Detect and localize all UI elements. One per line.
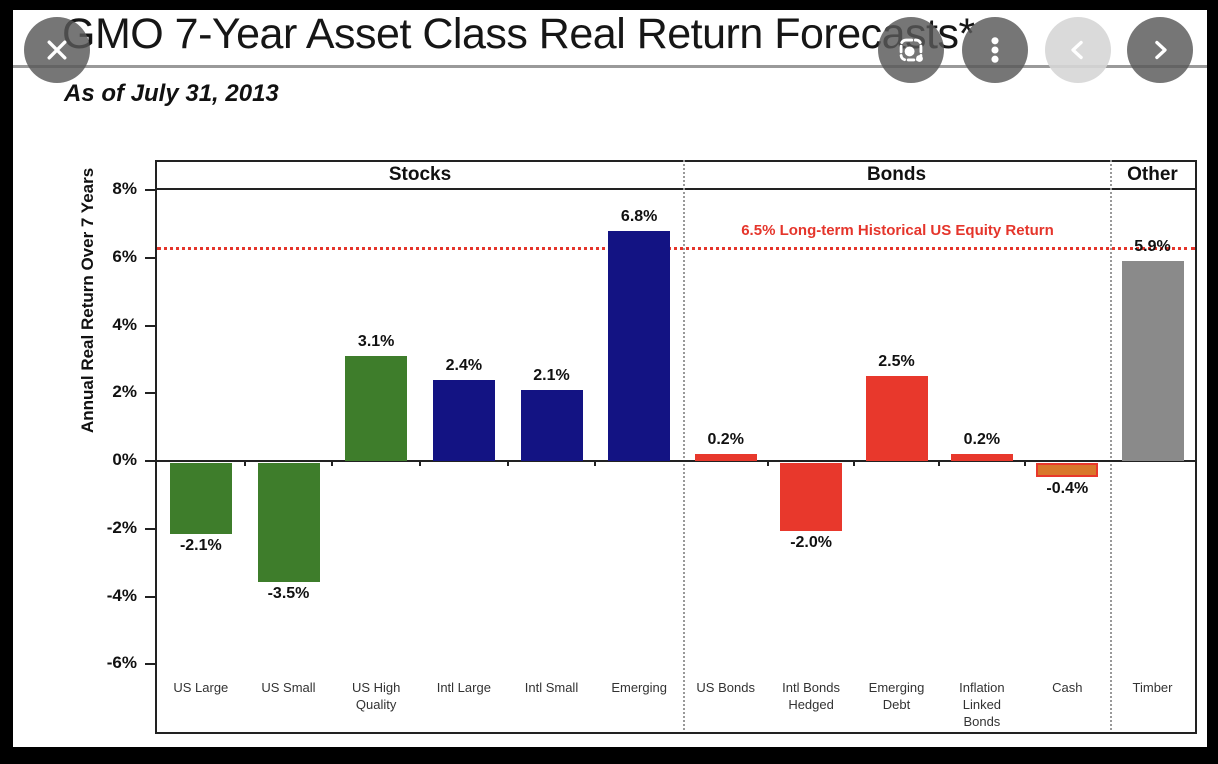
value-label-inflation-linked-bonds: 0.2% [963, 431, 1001, 449]
x-tick-mark [767, 461, 770, 466]
chart-section-header: Stocks Bonds Other [157, 162, 1195, 190]
value-label-emerging: 6.8% [620, 207, 658, 225]
x-tick-mark [852, 461, 855, 466]
bar-us-high-quality [345, 355, 408, 461]
x-tick-mark [331, 461, 334, 466]
value-label-us-bonds: 0.2% [707, 431, 744, 449]
slide-image: GMO 7-Year Asset Class Real Return Forec… [13, 10, 1207, 747]
page-title: GMO 7-Year Asset Class Real Return Forec… [62, 10, 975, 58]
x-tick-mark [243, 461, 246, 466]
y-tick-label: 6% [112, 246, 137, 266]
more-options-button[interactable] [962, 17, 1028, 83]
category-label-us-bonds: US Bonds [696, 680, 755, 695]
chevron-right-icon [1145, 35, 1175, 65]
bar-us-bonds [694, 454, 757, 461]
section-divider [683, 160, 685, 730]
value-label-intl-bonds-hedged: -2.0% [790, 533, 832, 551]
next-image-button[interactable] [1127, 17, 1193, 83]
bar-intl-large [432, 379, 495, 461]
value-label-timber: 5.9% [1134, 238, 1171, 256]
y-tick-mark [145, 324, 155, 327]
y-tick-label: -4% [106, 585, 137, 605]
y-tick-mark [145, 256, 155, 259]
y-tick-label: -6% [106, 653, 137, 673]
bar-emerging [608, 230, 671, 461]
bar-intl-bonds-hedged [780, 463, 843, 531]
bar-cash [1036, 463, 1099, 477]
bar-us-small [257, 463, 320, 582]
value-label-us-small: -3.5% [267, 584, 310, 602]
category-label-timber: Timber [1132, 680, 1173, 695]
category-label-intl-bonds-hedged: Intl Bonds Hedged [782, 680, 840, 712]
value-label-us-high-quality: 3.1% [357, 332, 395, 350]
section-label-stocks: Stocks [388, 164, 452, 185]
x-tick-mark [1023, 461, 1026, 466]
y-tick-label: 8% [112, 179, 137, 198]
y-tick-label: 0% [112, 450, 137, 469]
bar-inflation-linked-bonds [950, 454, 1013, 461]
x-tick-mark [594, 461, 597, 466]
value-label-us-large: -2.1% [179, 537, 222, 555]
category-label-us-small: US Small [261, 680, 316, 695]
y-tick-label: 2% [112, 382, 137, 402]
section-divider [1110, 160, 1112, 730]
as-of-date: As of July 31, 2013 [64, 80, 279, 107]
bar-intl-small [520, 389, 583, 461]
previous-image-button[interactable] [1045, 17, 1111, 83]
category-label-intl-small: Intl Small [524, 680, 579, 695]
category-label-us-high-quality: US High Quality [351, 680, 401, 712]
close-icon [40, 33, 74, 67]
plot-area: 6.5% Long-term Historical US Equity Retu… [78, 160, 1195, 730]
y-tick-label: -2% [106, 517, 137, 537]
chevron-left-icon [1063, 35, 1093, 65]
title-underline [13, 65, 1207, 68]
kebab-menu-icon [978, 33, 1012, 67]
category-label-us-large: US Large [173, 680, 229, 695]
chart: Stocks Bonds Other 6.5% Long-term Histor… [78, 160, 1197, 734]
value-label-intl-small: 2.1% [533, 366, 570, 384]
y-tick-mark [145, 392, 155, 395]
y-tick-mark [145, 460, 155, 462]
value-label-emerging-debt: 2.5% [878, 353, 915, 371]
category-label-emerging: Emerging [611, 680, 667, 695]
x-tick-mark [938, 461, 941, 466]
category-label-intl-large: Intl Large [436, 680, 491, 695]
zero-axis-line [157, 460, 1195, 462]
section-label-other: Other [1127, 164, 1178, 185]
close-button[interactable] [24, 17, 90, 83]
y-tick-label: 4% [112, 314, 137, 334]
category-label-emerging-debt: Emerging Debt [868, 680, 925, 712]
x-tick-mark [506, 461, 509, 466]
bar-emerging-debt [865, 376, 928, 461]
y-tick-mark [145, 663, 155, 666]
bar-timber [1121, 261, 1184, 461]
y-tick-mark [145, 189, 155, 191]
lens-search-button[interactable] [878, 17, 944, 83]
y-tick-mark [145, 527, 155, 530]
value-label-cash: -0.4% [1046, 479, 1089, 497]
lens-icon [894, 33, 928, 67]
section-label-bonds: Bonds [866, 164, 927, 185]
bar-us-large [169, 463, 232, 535]
category-label-cash: Cash [1052, 680, 1083, 695]
x-tick-mark [419, 461, 421, 466]
y-tick-mark [145, 595, 155, 598]
value-label-intl-large: 2.4% [445, 356, 483, 374]
category-label-inflation-linked-bonds: Inflation Linked Bonds [959, 680, 1005, 729]
reference-line-label: 6.5% Long-term Historical US Equity Retu… [741, 222, 1054, 239]
reference-line [157, 247, 1195, 250]
